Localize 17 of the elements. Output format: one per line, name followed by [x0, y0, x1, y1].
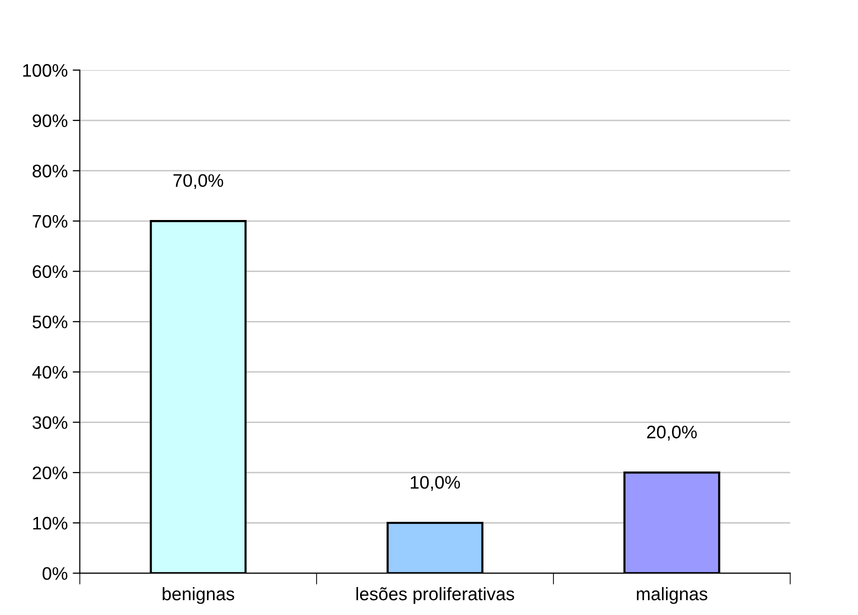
y-tick-label: 80% [32, 164, 68, 178]
y-tick-label: 0% [42, 567, 68, 580]
x-tick-label: lesões proliferativas [356, 587, 514, 604]
y-tick-label: 60% [32, 265, 68, 278]
x-tick-label: benignas [162, 587, 234, 604]
data-label: 70,0% [174, 174, 224, 190]
y-tick-label: 30% [32, 416, 68, 429]
x-tick-label: malignas [636, 587, 708, 604]
y-tick-label: 20% [32, 466, 68, 480]
y-tick-label: 10% [33, 516, 68, 530]
y-tick-label: 50% [32, 316, 68, 328]
y-tick-label: 90% [32, 114, 68, 128]
data-label: 10,0% [410, 476, 460, 491]
data-label: 20,0% [647, 426, 697, 441]
y-tick-label: 40% [32, 366, 68, 379]
y-tick-label: 70% [32, 214, 68, 228]
y-tick-label: 100% [23, 64, 68, 77]
